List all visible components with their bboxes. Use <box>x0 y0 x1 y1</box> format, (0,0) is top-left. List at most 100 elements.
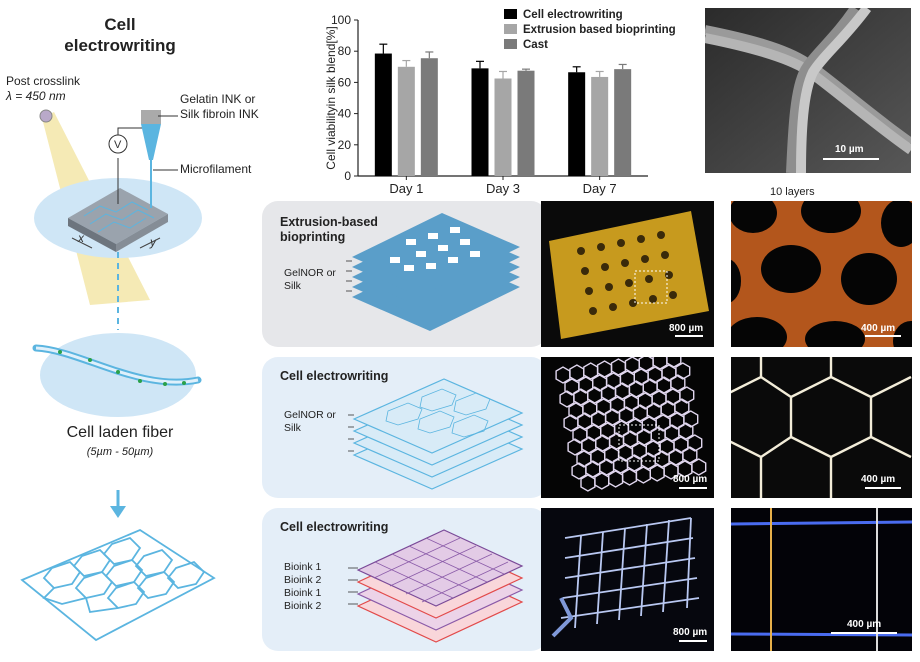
legend-swatch <box>504 9 517 19</box>
bar <box>494 78 512 176</box>
cells <box>58 350 186 386</box>
sem-scale-text: 10 µm <box>835 144 864 155</box>
hex-cell <box>675 362 691 380</box>
bar <box>614 69 632 176</box>
electrowriting-photo-2: 400 µm <box>731 357 912 498</box>
y-tick-label: 100 <box>331 13 351 27</box>
y-tick-label: 60 <box>338 75 352 89</box>
electrowriting-schematic: x y V <box>20 109 216 642</box>
bar <box>591 76 609 176</box>
bioink-list: Bioink 1 Bioink 2 Bioink 1 Bioink 2 <box>284 561 354 613</box>
bioink-photo-1: 800 µm <box>541 508 714 651</box>
legend-label: Extrusion based bioprinting <box>523 24 676 36</box>
extrusion-photo-2-scalebar <box>865 335 901 337</box>
y-tick-label: 0 <box>344 169 351 183</box>
axis-x-label: x <box>77 231 85 245</box>
y-tick-label: 80 <box>338 44 352 58</box>
panel-extrusion-title: Extrusion-based bioprinting <box>280 215 378 244</box>
extrusion-photo-1: 800 µm <box>541 201 714 347</box>
extrusion-photo-2-graphic <box>731 201 912 347</box>
wavelength-text: λ = 450 nm <box>6 89 66 103</box>
voltage-icon <box>108 134 128 154</box>
bar <box>397 66 415 176</box>
hex-cell <box>682 446 698 464</box>
panel-electrowriting-hex-title: Cell electrowriting <box>280 369 389 383</box>
bar <box>420 58 438 176</box>
hex-cell <box>679 386 695 404</box>
electrowriting-photo-1: 800 µm <box>541 357 714 498</box>
electrowriting-photo-2-graphic <box>731 357 912 498</box>
bioink-photo-2-graphic <box>731 508 912 651</box>
panel-electrowriting-hex: Cell electrowriting GelNOR or Silk <box>262 357 547 498</box>
electrowriting-photo-2-scalebar <box>865 487 901 489</box>
hex-cell <box>691 458 707 476</box>
extrusion-photo-1-scalebar <box>675 335 703 337</box>
electrowriting-photo-1-graphic <box>541 357 714 498</box>
bioink-photo-1-graphic <box>541 508 714 651</box>
left-title: Cell electrowriting <box>64 15 176 55</box>
fiber-label: Cell laden fiber <box>66 424 174 441</box>
legend-swatch <box>504 24 517 34</box>
hex-cell <box>678 422 694 440</box>
y-tick-label: 40 <box>338 107 352 121</box>
extrusion-stack-graphic <box>346 213 520 331</box>
bioink-label-4: Bioink 2 <box>284 600 322 612</box>
extrusion-photo-1-graphic <box>541 201 714 347</box>
hex-cell <box>687 434 703 452</box>
post-crosslink-label: Post crosslink λ = 450 nm <box>6 74 80 104</box>
voltage-symbol: V <box>114 139 122 151</box>
hex-scaffold <box>20 528 216 642</box>
bioink-label-2: Bioink 2 <box>284 574 322 586</box>
sem-scalebar <box>823 158 879 160</box>
legend-swatch <box>504 39 517 49</box>
y-axis-label: Cell viabilityin silk blend[%] <box>324 26 338 169</box>
legend-label: Cell electrowriting <box>523 9 623 21</box>
hex-cell <box>652 357 668 370</box>
bioink-photo-2: 400 µm <box>731 508 912 651</box>
bar <box>517 70 535 176</box>
panel-electrowriting-bioink: Cell electrowriting Bioink 1 Bioink 2 Bi… <box>262 508 547 651</box>
bioink-stack-graphic <box>348 529 524 643</box>
bar <box>568 72 586 176</box>
legend-label: Cast <box>523 39 548 51</box>
lamp-icon <box>39 109 53 123</box>
fiber-ellipse <box>40 333 196 417</box>
sem-image: 10 µm <box>705 8 911 173</box>
extrusion-photo-2-scale: 400 µm <box>861 323 896 334</box>
hex-cell <box>666 357 682 368</box>
electrowriting-photo-2-scale: 400 µm <box>861 474 896 485</box>
panel-extrusion-layers: GelNOR or Silk <box>284 267 336 292</box>
ten-layers-label: 10 layers <box>770 186 815 198</box>
hex-stack-graphic <box>348 378 524 490</box>
extrusion-photo-2: 400 µm <box>731 201 912 347</box>
panel-electrowriting-bioink-title: Cell electrowriting <box>280 520 389 534</box>
bar <box>374 53 392 176</box>
panel-extrusion: Extrusion-based bioprinting GelNOR or Si… <box>262 201 547 347</box>
bioink-photo-2-scale: 400 µm <box>847 619 882 630</box>
microfilament-label: Microfilament <box>180 162 252 176</box>
x-tick-label: Day 7 <box>583 181 617 196</box>
hex-cell <box>670 374 686 392</box>
bar <box>471 68 489 176</box>
sem-fibers-graphic <box>705 8 911 173</box>
stage-mesh <box>83 201 155 233</box>
syringe-body <box>141 110 161 124</box>
hex-cell <box>674 398 690 416</box>
bioink-photo-2-scalebar <box>831 632 897 634</box>
x-tick-label: Day 3 <box>486 181 520 196</box>
stage-top <box>68 188 168 244</box>
bioink-photo-1-scalebar <box>679 640 707 642</box>
electrowriting-photo-1-scale: 800 µm <box>673 474 708 485</box>
hex-cell <box>683 410 699 428</box>
y-tick-label: 20 <box>338 138 352 152</box>
down-arrow-icon <box>110 506 126 518</box>
x-tick-label: Day 1 <box>389 181 423 196</box>
post-crosslink-text: Post crosslink <box>6 74 81 88</box>
electrowriting-photo-1-scalebar <box>679 487 707 489</box>
bioink-label-1: Bioink 1 <box>284 561 322 573</box>
ink-label: Gelatin INK or Silk fibroin INK <box>180 92 259 121</box>
panel-electrowriting-hex-layers: GelNOR or Silk <box>284 409 336 434</box>
fiber-range: (5µm - 50µm) <box>86 446 154 458</box>
bioink-label-3: Bioink 1 <box>284 587 322 599</box>
